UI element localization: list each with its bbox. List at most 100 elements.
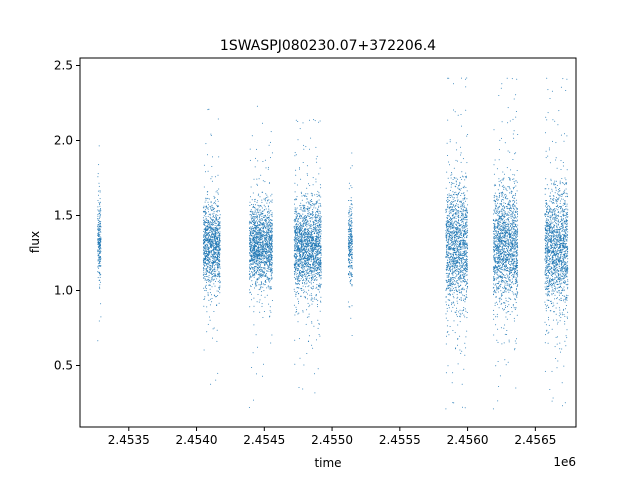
data-point — [205, 255, 207, 257]
data-point — [296, 207, 298, 209]
data-point — [99, 228, 101, 230]
data-point — [210, 227, 212, 229]
data-point — [351, 237, 353, 239]
data-point — [99, 260, 101, 262]
data-point — [349, 271, 350, 273]
data-point — [256, 279, 258, 281]
data-point — [314, 228, 315, 230]
data-point — [209, 234, 210, 236]
data-point — [303, 194, 305, 196]
data-point — [305, 263, 307, 264]
data-point — [212, 263, 214, 265]
data-point — [304, 275, 306, 277]
data-point — [260, 286, 262, 288]
data-point — [314, 373, 315, 375]
data-point — [317, 242, 319, 244]
data-point — [299, 283, 300, 285]
data-point — [349, 263, 351, 265]
data-point — [266, 232, 268, 234]
data-point — [211, 205, 213, 207]
data-point — [316, 217, 318, 219]
data-point — [260, 261, 262, 263]
data-point — [254, 212, 256, 214]
data-point — [270, 230, 272, 232]
data-point — [305, 228, 307, 230]
data-point — [268, 208, 270, 210]
data-point — [297, 233, 298, 235]
data-point — [303, 216, 305, 218]
data-point — [315, 287, 317, 289]
data-point — [320, 217, 322, 219]
data-point — [311, 246, 313, 248]
data-point — [296, 273, 298, 275]
data-point — [306, 243, 308, 245]
data-point — [271, 240, 273, 242]
data-point — [214, 245, 216, 247]
data-point — [216, 263, 218, 265]
data-point — [250, 211, 252, 213]
data-point — [347, 243, 349, 244]
data-point — [312, 221, 314, 223]
data-point — [217, 258, 219, 260]
data-point — [263, 246, 265, 248]
data-point — [271, 216, 273, 218]
data-point — [214, 269, 216, 271]
data-point — [265, 275, 267, 277]
data-point — [297, 280, 299, 282]
data-point — [251, 257, 253, 259]
data-point — [257, 224, 259, 226]
data-point — [209, 230, 211, 231]
data-point — [249, 233, 251, 235]
data-point — [311, 239, 313, 241]
data-point — [295, 211, 297, 213]
data-point — [295, 274, 297, 276]
data-point — [301, 195, 303, 197]
data-point — [216, 329, 218, 331]
data-point — [301, 236, 303, 238]
data-point — [254, 198, 256, 200]
data-point — [250, 234, 252, 236]
data-point — [261, 241, 263, 243]
data-point — [252, 260, 254, 261]
data-point — [258, 178, 260, 180]
data-point — [296, 264, 298, 265]
data-point — [313, 265, 315, 267]
data-point — [266, 278, 268, 280]
data-point — [310, 251, 312, 253]
data-point — [213, 207, 215, 209]
data-point — [316, 260, 318, 262]
data-point — [205, 218, 207, 220]
data-point — [295, 230, 297, 232]
data-point — [306, 195, 308, 197]
data-point — [213, 275, 215, 277]
data-point — [263, 243, 265, 245]
data-point — [295, 198, 297, 200]
data-point — [319, 194, 321, 196]
data-point — [267, 200, 269, 202]
data-point — [297, 221, 298, 223]
data-point — [215, 234, 217, 236]
data-point — [350, 251, 351, 253]
data-point — [249, 148, 251, 150]
data-point — [206, 271, 208, 273]
data-point — [259, 229, 261, 231]
data-point — [260, 223, 262, 225]
data-point — [307, 231, 309, 232]
data-point — [302, 217, 304, 219]
data-point — [255, 266, 257, 267]
data-point — [271, 276, 273, 278]
data-point — [299, 216, 301, 218]
data-point — [260, 232, 262, 234]
data-point — [210, 253, 212, 255]
data-point — [310, 226, 312, 227]
data-point — [302, 388, 304, 390]
data-point — [299, 168, 300, 170]
data-point — [203, 305, 205, 307]
data-point — [309, 250, 311, 252]
data-point — [255, 258, 257, 260]
data-point — [262, 247, 264, 249]
data-point — [295, 282, 296, 284]
data-point — [211, 268, 212, 270]
data-point — [350, 228, 351, 230]
data-point — [204, 254, 206, 256]
